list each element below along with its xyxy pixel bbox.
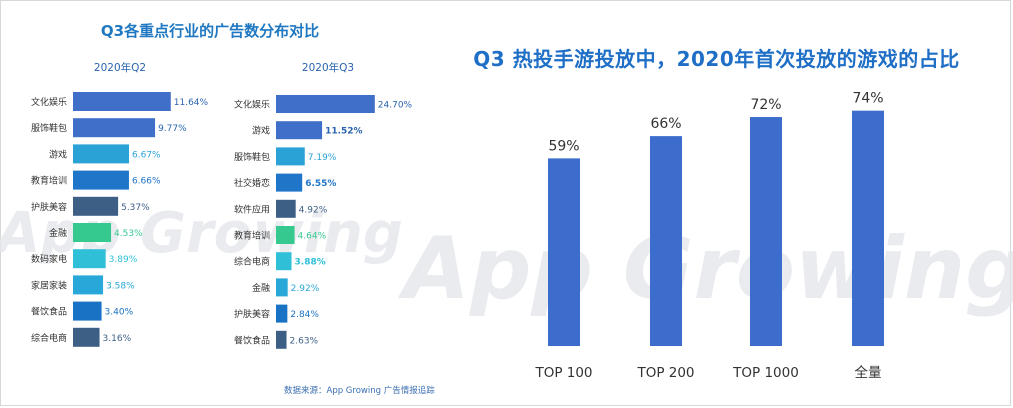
bar	[276, 252, 292, 271]
bar	[276, 226, 295, 244]
q3-bars-group: 文化娱乐 24.70% 游戏 11.52% 服饰鞋包 7.19% 社交婚恋 6.55% 软件应用…	[234, 95, 413, 349]
value-label: 6.55%	[305, 179, 336, 189]
bar	[73, 118, 156, 138]
value-label: 4.64%	[298, 232, 327, 242]
bar	[276, 121, 323, 140]
column-bar	[650, 136, 682, 346]
category-label: 金融	[252, 282, 270, 294]
column-category-label: TOP 1000	[732, 365, 799, 381]
value-label: 7.19%	[308, 153, 337, 163]
value-label: 6.66%	[132, 177, 161, 187]
bar	[276, 278, 288, 297]
category-label: 金融	[49, 227, 67, 239]
value-label: 4.53%	[114, 229, 143, 239]
category-label: 综合电商	[31, 332, 67, 344]
bar	[276, 330, 287, 349]
bar	[73, 275, 104, 295]
category-label: 教育培训	[234, 230, 270, 242]
value-label: 3.16%	[103, 334, 132, 344]
category-label: 游戏	[49, 148, 67, 160]
category-label: 游戏	[252, 125, 270, 137]
column-value-label: 59%	[548, 138, 579, 154]
value-label: 5.37%	[121, 203, 150, 213]
bar	[73, 196, 119, 216]
value-label: 6.67%	[132, 150, 161, 160]
q2-subtitle: 2020年Q2	[94, 61, 146, 74]
column-value-label: 66%	[650, 116, 681, 132]
bar	[73, 301, 102, 321]
category-label: 家居家装	[31, 279, 67, 291]
bar	[73, 170, 129, 190]
category-label: 护肤美容	[31, 201, 67, 213]
value-label: 11.64%	[174, 98, 209, 108]
category-label: 文化娱乐	[234, 99, 270, 111]
bar	[73, 223, 112, 242]
category-label: 数码家电	[31, 253, 67, 265]
q3-subtitle: 2020年Q3	[302, 61, 354, 74]
value-label: 9.77%	[158, 124, 187, 134]
column-category-label: TOP 200	[636, 365, 694, 381]
column-value-label: 72%	[750, 97, 781, 113]
category-label: 餐饮食品	[31, 306, 67, 318]
value-label: 4.92%	[299, 205, 328, 215]
value-label: 24.70%	[378, 101, 413, 111]
bar	[73, 327, 100, 347]
category-label: 服饰鞋包	[31, 122, 67, 134]
first-launch-bars-group: 59% TOP 100 66% TOP 200 72% TOP 1000 74% 全量	[534, 91, 884, 381]
bar	[276, 147, 305, 166]
column-category-label: 全量	[855, 364, 882, 381]
watermark-left: App Growing	[0, 201, 403, 266]
column-bar	[548, 158, 580, 346]
right-chart-title: Q3 热投手游投放中，2020年首次投放的游戏的占比	[473, 47, 960, 71]
watermark-right: App Growing	[397, 219, 1013, 319]
category-label: 文化娱乐	[31, 96, 67, 108]
left-panel-title: Q3各重点行业的广告数分布对比	[100, 22, 320, 40]
value-label: 3.88%	[295, 258, 326, 268]
category-label: 教育培训	[31, 175, 67, 187]
category-label: 综合电商	[234, 256, 270, 268]
category-label: 软件应用	[234, 203, 270, 215]
bar	[276, 199, 296, 218]
column-category-label: TOP 100	[534, 365, 592, 381]
bar	[73, 92, 171, 111]
bar	[276, 95, 375, 113]
value-label: 11.52%	[325, 127, 363, 137]
column-bar	[852, 110, 884, 347]
bar	[73, 144, 130, 164]
column-value-label: 74%	[852, 91, 883, 107]
value-label: 2.63%	[290, 336, 319, 346]
value-label: 3.58%	[106, 281, 135, 291]
category-label: 社交婚恋	[234, 177, 270, 189]
bar	[73, 249, 106, 269]
bar	[276, 173, 303, 192]
column-bar	[750, 117, 782, 346]
value-label: 2.84%	[290, 310, 319, 320]
category-label: 餐饮食品	[234, 334, 270, 346]
category-label: 服饰鞋包	[234, 151, 270, 163]
data-source-note: 数据来源：App Growing 广告情报追踪	[284, 386, 435, 396]
value-label: 3.40%	[105, 308, 134, 318]
value-label: 2.92%	[291, 284, 320, 294]
value-label: 3.89%	[109, 255, 138, 265]
bar	[276, 304, 288, 323]
q2-bars-group: 文化娱乐 11.64% 服饰鞋包 9.77% 游戏 6.67% 教育培训 6.66% 护肤美容 5…	[31, 92, 209, 347]
category-label: 护肤美容	[234, 308, 270, 320]
